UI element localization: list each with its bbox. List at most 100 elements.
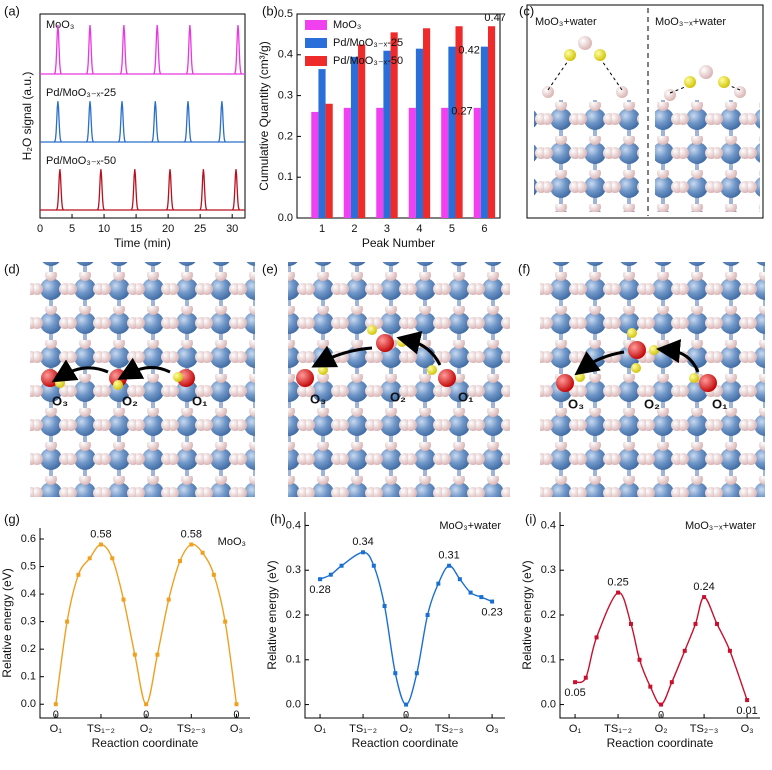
marker xyxy=(648,684,653,689)
bar xyxy=(383,50,391,218)
marker xyxy=(65,619,70,624)
site-label: O₃ xyxy=(310,391,326,406)
bar xyxy=(376,107,384,218)
site-label: O₁ xyxy=(192,393,208,408)
y-tick-label: 0.2 xyxy=(286,609,301,621)
series-name: Pd/MoO₃₋ₓ-25 xyxy=(46,87,116,99)
peak xyxy=(85,24,95,75)
data-label: 0 xyxy=(403,709,409,721)
data-label: 0.28 xyxy=(309,584,330,596)
peak xyxy=(231,169,241,211)
peak xyxy=(199,169,208,211)
axes-frame xyxy=(304,512,505,719)
peak xyxy=(96,169,105,211)
marker xyxy=(583,675,588,680)
marker xyxy=(155,652,160,657)
migration xyxy=(556,328,717,392)
marker xyxy=(76,572,81,577)
y-tick-label: 0.3 xyxy=(278,90,293,102)
marker xyxy=(404,702,409,707)
bar xyxy=(325,103,333,218)
marker xyxy=(702,595,707,600)
y-tick-label: 0.3 xyxy=(286,564,301,576)
marker xyxy=(745,698,750,703)
x-tick-label: O₁ xyxy=(569,723,582,735)
marker xyxy=(457,577,462,582)
bar xyxy=(318,69,326,218)
bar xyxy=(358,44,366,218)
series-name: MoO₃₋ₓ+water xyxy=(685,520,756,532)
data-label: 0.25 xyxy=(607,577,628,589)
lattice xyxy=(288,262,510,497)
line xyxy=(319,551,493,706)
x-tick-label: 30 xyxy=(226,223,238,235)
lattice xyxy=(534,100,639,212)
marker xyxy=(468,590,473,595)
data-label: 0.34 xyxy=(352,536,373,548)
marker xyxy=(318,577,323,582)
x-tick-label: 3 xyxy=(384,223,390,235)
marker xyxy=(447,563,452,568)
peak xyxy=(53,24,62,75)
axes-frame xyxy=(296,13,501,219)
data-label: 0 xyxy=(53,709,59,721)
marker xyxy=(98,542,103,547)
marker xyxy=(144,702,149,707)
marker xyxy=(714,621,719,626)
x-tick-label: 0 xyxy=(37,223,43,235)
panel-label: (c) xyxy=(519,3,534,18)
y-tick-label: 0.4 xyxy=(278,49,293,61)
legend-swatch xyxy=(305,56,327,66)
x-tick-label: 15 xyxy=(130,223,142,235)
marker xyxy=(371,563,376,568)
marker xyxy=(382,604,387,609)
lattice xyxy=(540,262,765,497)
peak xyxy=(153,24,162,75)
marker xyxy=(53,702,58,707)
panel-label: (f) xyxy=(518,261,530,276)
series-name: MoO₃ xyxy=(218,536,246,548)
x-tick-label: 2 xyxy=(351,223,357,235)
bar xyxy=(487,26,496,218)
x-tick-label: O₃ xyxy=(230,723,243,735)
data-label: 0.27 xyxy=(451,106,472,118)
y-tick-label: 0.2 xyxy=(541,609,556,621)
axes-frame xyxy=(39,528,250,719)
data-label: 0.31 xyxy=(438,550,459,562)
marker xyxy=(414,671,419,676)
x-tick-label: TS₁₋₂ xyxy=(349,723,377,735)
marker xyxy=(200,550,205,555)
marker xyxy=(490,599,495,604)
site-label: O₁ xyxy=(458,389,474,404)
x-tick-label: O₁ xyxy=(314,723,327,735)
x-tick-label: 10 xyxy=(98,223,110,235)
x-tick-label: 1 xyxy=(319,223,325,235)
x-axis-label: Time (min) xyxy=(114,236,171,250)
axes-frame xyxy=(559,512,760,719)
bar xyxy=(390,32,398,218)
y-tick-label: 0.3 xyxy=(541,564,556,576)
data-label: 0 xyxy=(658,709,664,721)
x-tick-label: 4 xyxy=(416,223,422,235)
peak xyxy=(165,169,175,211)
bar xyxy=(423,28,431,219)
panel-label: (a) xyxy=(4,3,20,18)
data-label: 0.58 xyxy=(181,528,202,540)
marker xyxy=(132,652,137,657)
migration xyxy=(296,325,456,387)
x-tick-label: 20 xyxy=(162,223,174,235)
x-axis-label: Reaction coordinate xyxy=(92,736,199,750)
x-tick-label: O₁ xyxy=(50,723,63,735)
marker xyxy=(436,581,441,586)
data-label: 0.23 xyxy=(481,606,502,618)
y-axis-label: H₂O signal (a.u.) xyxy=(20,72,34,161)
peak xyxy=(183,101,193,143)
site-label: O₃ xyxy=(568,396,584,411)
y-tick-label: 0.4 xyxy=(541,519,556,531)
x-axis-label: Peak Number xyxy=(362,236,435,250)
marker xyxy=(393,671,398,676)
legend-swatch xyxy=(305,20,327,30)
x-tick-label: 5 xyxy=(69,223,75,235)
y-tick-label: 0.6 xyxy=(21,533,36,545)
